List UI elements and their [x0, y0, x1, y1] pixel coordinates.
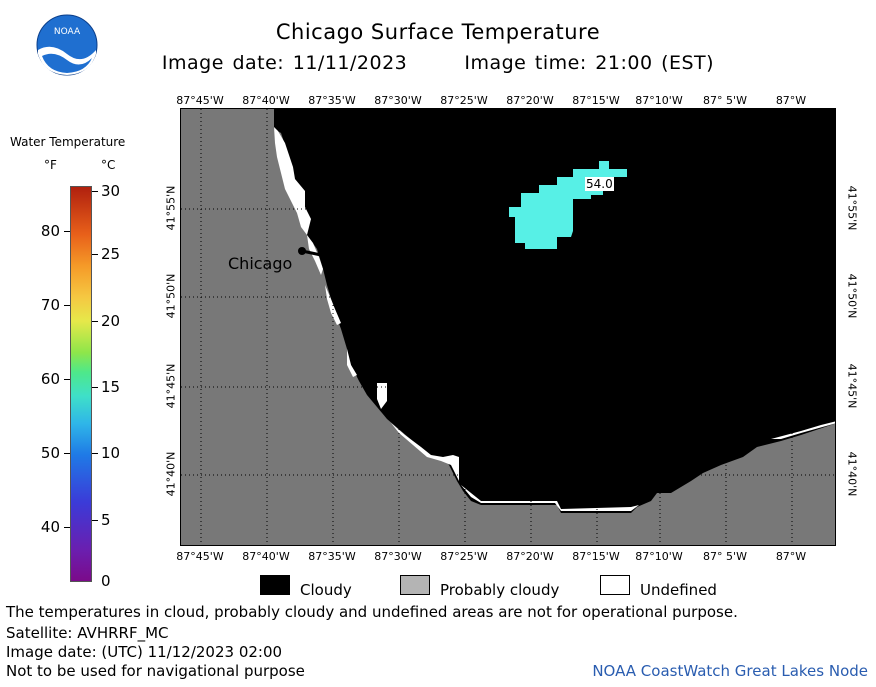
- lat-label-left: 41°50'N: [164, 273, 178, 319]
- image-date: Image date: 11/11/2023: [161, 52, 408, 74]
- tick-mark: [92, 254, 98, 255]
- tick-c: 0: [101, 572, 111, 590]
- tick-c: 30: [101, 182, 121, 200]
- navigation-warning: Not to be used for navigational purpose: [6, 662, 305, 680]
- tick-mark: [92, 453, 98, 454]
- noaa-logo: NOAA: [36, 14, 98, 76]
- lon-label-top: 87°30'W: [374, 94, 422, 107]
- tick-f: 50: [40, 444, 60, 462]
- map-subtitle: Image date: 11/11/2023 Image time: 21:00…: [0, 52, 876, 74]
- tick-f: 60: [40, 370, 60, 388]
- lon-label-top: 87°20'W: [506, 94, 554, 107]
- tick-c: 20: [101, 312, 121, 330]
- utc-date: Image date: (UTC) 11/12/2023 02:00: [6, 643, 283, 661]
- tick-mark: [64, 453, 70, 454]
- temperature-color-scale: [70, 186, 92, 582]
- lon-label-top: 87°W: [775, 94, 807, 107]
- lon-label-bottom: 87°10'W: [635, 550, 683, 563]
- temperature-map: [180, 108, 836, 546]
- lon-label-top: 87°40'W: [242, 94, 290, 107]
- tick-mark: [64, 527, 70, 528]
- lon-label-bottom: 87°45'W: [176, 550, 224, 563]
- tick-mark: [64, 305, 70, 306]
- tick-mark: [64, 231, 70, 232]
- key-swatch-probably-cloudy: [400, 575, 430, 595]
- lon-label-bottom: 87° 5'W: [703, 550, 747, 563]
- lon-label-bottom: 87°20'W: [506, 550, 554, 563]
- lon-label-top: 87°35'W: [308, 94, 356, 107]
- node-credit: NOAA CoastWatch Great Lakes Node: [592, 662, 868, 680]
- tick-c: 15: [101, 378, 121, 396]
- tick-f: 80: [40, 222, 60, 240]
- lat-label-right: 41°55'N: [845, 185, 859, 231]
- lon-label-bottom: 87°15'W: [572, 550, 620, 563]
- lat-label-left: 41°45'N: [164, 363, 178, 409]
- tick-mark: [64, 379, 70, 380]
- tick-mark: [92, 387, 98, 388]
- disclaimer-note: The temperatures in cloud, probably clou…: [6, 603, 738, 621]
- key-swatch-cloudy: [260, 575, 290, 595]
- tick-c: 5: [101, 511, 111, 529]
- tick-c: 10: [101, 444, 121, 462]
- lon-label-top: 87° 5'W: [703, 94, 747, 107]
- lon-label-bottom: 87°W: [775, 550, 807, 563]
- lon-label-bottom: 87°40'W: [242, 550, 290, 563]
- satellite-info: Satellite: AVHRRF_MC: [6, 624, 169, 642]
- lon-label-bottom: 87°35'W: [308, 550, 356, 563]
- key-label-cloudy: Cloudy: [300, 581, 352, 599]
- sst-value-label: 54.0: [585, 177, 614, 191]
- tick-mark: [92, 321, 98, 322]
- key-label-undefined: Undefined: [640, 581, 717, 599]
- lon-label-top: 87°10'W: [635, 94, 683, 107]
- lon-label-top: 87°25'W: [440, 94, 488, 107]
- unit-fahrenheit: °F: [44, 158, 57, 172]
- tick-f: 70: [40, 296, 60, 314]
- lon-label-top: 87°45'W: [176, 94, 224, 107]
- tick-c: 25: [101, 245, 121, 263]
- map-title: Chicago Surface Temperature: [275, 20, 601, 44]
- lat-label-left: 41°40'N: [164, 451, 178, 497]
- key-swatch-undefined: [600, 575, 630, 595]
- legend-title: Water Temperature: [10, 135, 126, 149]
- lat-label-right: 41°45'N: [845, 363, 859, 409]
- city-label: Chicago: [228, 254, 293, 273]
- tick-mark: [92, 191, 98, 192]
- lat-label-right: 41°40'N: [845, 451, 859, 497]
- tick-f: 40: [40, 518, 60, 536]
- key-label-probably-cloudy: Probably cloudy: [440, 581, 560, 599]
- image-time: Image time: 21:00 (EST): [464, 52, 715, 74]
- land-area: [181, 109, 835, 545]
- lat-label-right: 41°50'N: [845, 273, 859, 319]
- lon-label-bottom: 87°25'W: [440, 550, 488, 563]
- noaa-logo-text: NOAA: [54, 27, 81, 37]
- lat-label-left: 41°55'N: [164, 185, 178, 231]
- undefined-areas: [274, 127, 835, 511]
- tick-mark: [92, 520, 98, 521]
- unit-celsius: °C: [101, 158, 116, 172]
- lon-label-top: 87°15'W: [572, 94, 620, 107]
- lon-label-bottom: 87°30'W: [374, 550, 422, 563]
